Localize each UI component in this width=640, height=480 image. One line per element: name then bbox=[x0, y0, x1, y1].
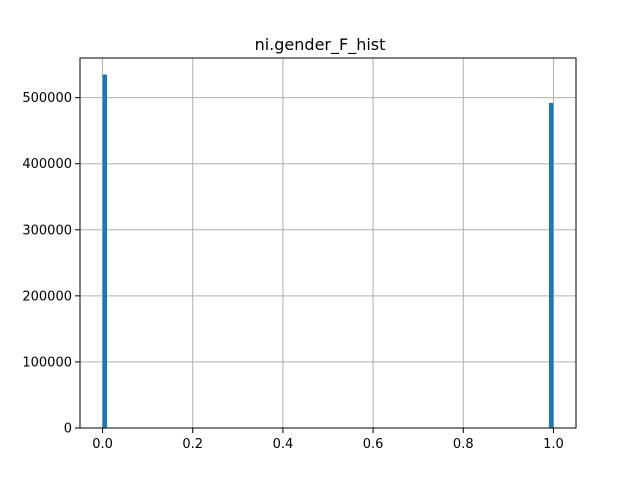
histogram-bar-0 bbox=[102, 74, 108, 429]
histogram-bar-1 bbox=[548, 102, 554, 428]
grid-lines bbox=[80, 58, 576, 429]
bars bbox=[102, 74, 554, 429]
x-tick-label-5: 1.0 bbox=[543, 437, 564, 452]
plot-frame bbox=[79, 57, 577, 429]
x-tick-label-2: 0.4 bbox=[273, 437, 294, 452]
x-tick-label-1: 0.2 bbox=[182, 437, 203, 452]
x-tick-label-0: 0.0 bbox=[92, 437, 113, 452]
y-axis-ticks: 0 100000 200000 300000 400000 500000 bbox=[22, 91, 80, 437]
x-axis-ticks: 0.0 0.2 0.4 0.6 0.8 1.0 bbox=[92, 428, 564, 452]
y-tick-label-2: 200000 bbox=[22, 289, 72, 304]
y-tick-label-5: 500000 bbox=[22, 91, 72, 106]
y-tick-label-3: 300000 bbox=[22, 223, 72, 238]
x-tick-label-3: 0.6 bbox=[363, 437, 384, 452]
y-tick-label-4: 400000 bbox=[22, 157, 72, 172]
y-tick-label-1: 100000 bbox=[22, 355, 72, 370]
y-tick-label-0: 0 bbox=[64, 422, 72, 437]
x-tick-label-4: 0.8 bbox=[453, 437, 474, 452]
chart-title: ni.gender_F_hist bbox=[255, 35, 386, 55]
